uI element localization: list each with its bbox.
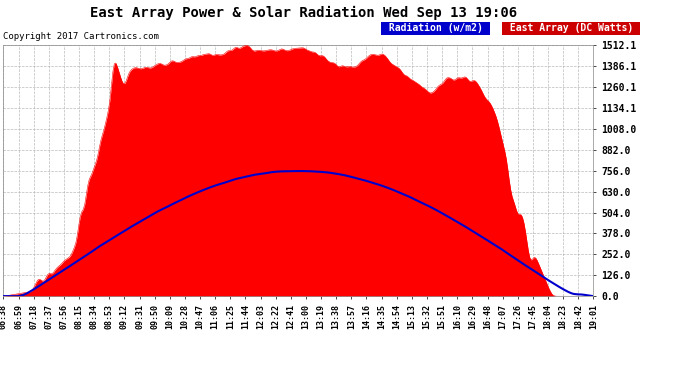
Text: Copyright 2017 Cartronics.com: Copyright 2017 Cartronics.com [3,32,159,41]
Text: East Array (DC Watts): East Array (DC Watts) [504,23,639,33]
Text: East Array Power & Solar Radiation Wed Sep 13 19:06: East Array Power & Solar Radiation Wed S… [90,6,518,20]
Text: Radiation (w/m2): Radiation (w/m2) [383,23,489,33]
